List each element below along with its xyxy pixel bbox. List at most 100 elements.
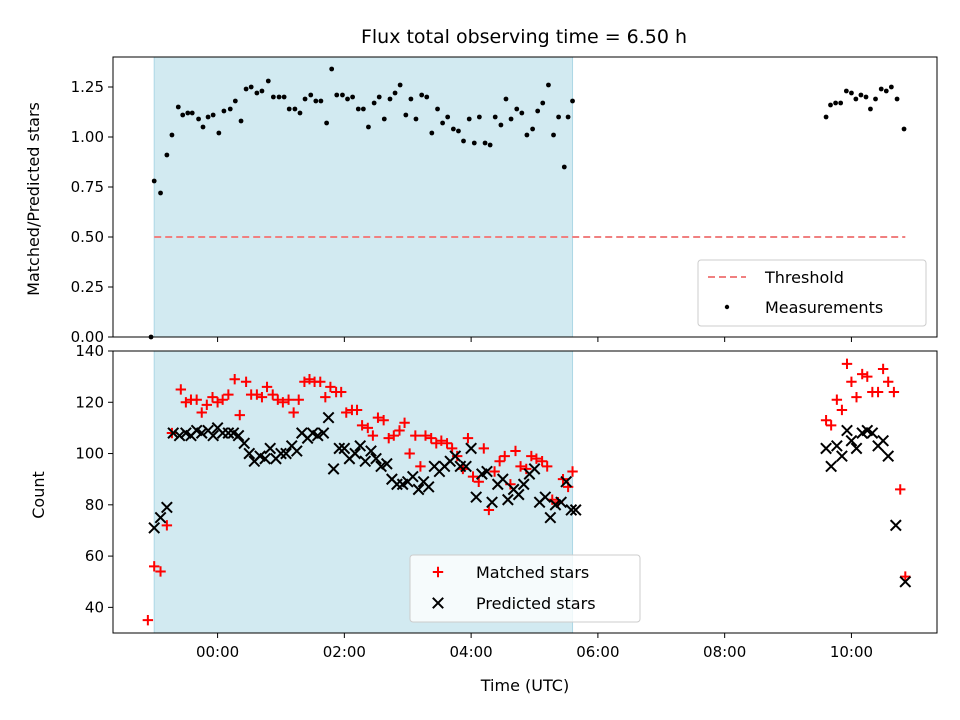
bottom-legend: Matched stars Predicted stars [409, 554, 641, 623]
predicted-star-point [544, 511, 557, 524]
x-tick-label: 04:00 [450, 643, 493, 661]
measurement-point [151, 178, 157, 184]
predicted-star-point [359, 455, 372, 468]
matched-star-point [240, 376, 252, 387]
matched-star-point [161, 520, 173, 531]
measurement-point [302, 96, 308, 102]
measurement-point [863, 94, 869, 100]
matched-star-point [378, 415, 389, 426]
predicted-star-point [275, 447, 287, 460]
measurement-point [392, 90, 398, 96]
measurement-point [878, 86, 884, 92]
measurement-point [570, 98, 575, 104]
measurement-point [185, 110, 191, 116]
predicted-star-point [259, 452, 272, 465]
matched-star-point [494, 456, 505, 467]
measurement-point [243, 86, 249, 92]
matched-star-point [836, 404, 848, 416]
matched-star-point [388, 430, 399, 441]
measurement-point [440, 120, 445, 126]
bottom-y-axis-label: Count [29, 471, 48, 519]
measurement-point [429, 130, 435, 136]
matched-star-point [267, 389, 278, 400]
measurement-point [200, 124, 206, 130]
measurement-point [565, 114, 571, 120]
matched-star-point [825, 420, 837, 431]
matched-star-point [872, 386, 884, 398]
predicted-star-point [173, 429, 186, 442]
legend-threshold-label: Threshold [764, 268, 844, 287]
matched-star-point [155, 566, 166, 577]
matched-star-point [531, 453, 542, 464]
top-y-tick-label: 1.25 [71, 78, 104, 96]
predicted-star-point [290, 445, 303, 457]
predicted-star-point [422, 480, 435, 493]
top-y-tick-label: 0.00 [71, 328, 104, 346]
matched-star-point [895, 484, 906, 495]
measurement-point [387, 96, 393, 102]
matched-star-point [420, 430, 431, 441]
predicted-star-point [322, 411, 335, 424]
x-tick-label: 00:00 [196, 643, 239, 661]
measurement-point [313, 98, 319, 104]
measurement-point [340, 92, 345, 98]
matched-star-point [325, 381, 336, 393]
predicted-star-point [889, 519, 902, 532]
legend-plus-marker [432, 566, 444, 578]
predicted-star-point [333, 442, 346, 455]
measurement-point [281, 94, 287, 100]
measurement-point [456, 128, 461, 134]
measurement-point [286, 106, 292, 112]
measurement-point [175, 104, 181, 110]
top-y-tick-label: 0.50 [71, 228, 104, 246]
top-y-tick-label: 1.00 [71, 128, 104, 146]
predicted-star-point [327, 463, 340, 475]
measurement-point [376, 94, 382, 100]
top-legend-box [697, 259, 927, 327]
measurement-point [403, 112, 409, 118]
x-tick-label: 06:00 [576, 643, 619, 661]
predicted-star-point [465, 442, 478, 455]
predicted-star-point [481, 465, 493, 478]
measurement-point [180, 112, 186, 118]
matched-star-point [149, 561, 160, 572]
measurement-point [419, 92, 425, 98]
matched-star-point [394, 425, 405, 436]
measurement-point [487, 142, 493, 148]
matched-star-point [372, 412, 384, 423]
measurement-point [828, 102, 833, 108]
predicted-star-point [195, 427, 208, 439]
predicted-star-point [264, 442, 277, 455]
matched-star-point [229, 374, 240, 385]
matched-star-point [441, 438, 453, 449]
matched-star-point [341, 407, 352, 418]
bottom-y-tick-label: 80 [85, 496, 104, 514]
predicted-star-point [555, 496, 568, 509]
predicted-star-point [449, 450, 462, 463]
matched-star-point [831, 394, 843, 405]
matched-star-point [521, 463, 532, 475]
measurement-point [265, 78, 271, 84]
measurement-point [381, 116, 387, 122]
matched-stars-series [142, 358, 911, 626]
measurement-point [329, 66, 335, 72]
predicted-star-point [460, 460, 472, 473]
measurement-point [189, 110, 195, 116]
measurement-point [546, 82, 551, 88]
predicted-star-point [412, 483, 425, 496]
predicted-star-point [380, 457, 393, 470]
measurement-point [524, 132, 530, 138]
matched-star-point [862, 371, 873, 382]
predicted-star-point [232, 429, 245, 442]
matched-star-point [399, 417, 410, 428]
matched-star-point [467, 471, 479, 482]
measurement-point [466, 116, 472, 122]
measurement-point [318, 98, 324, 104]
legend-matched-swatch [432, 566, 444, 578]
matched-star-point [207, 391, 218, 403]
matched-star-point [425, 432, 437, 444]
measurement-point [413, 116, 419, 122]
matched-star-point [882, 376, 894, 387]
measurement-point [360, 106, 366, 112]
